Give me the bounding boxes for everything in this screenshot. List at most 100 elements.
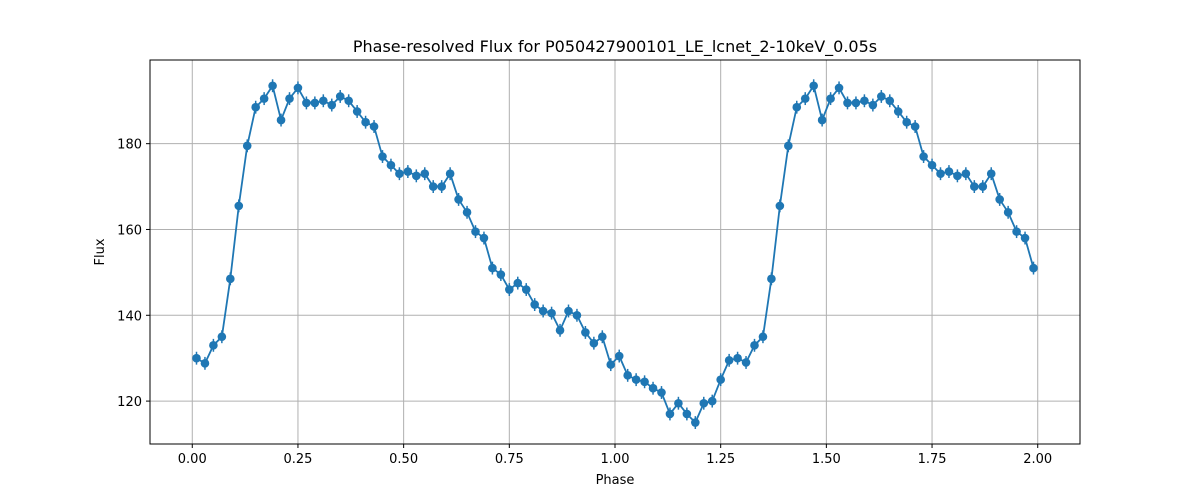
data-point [606, 360, 616, 369]
data-point [454, 195, 463, 204]
data-point [724, 356, 734, 365]
data-point [860, 96, 869, 106]
data-point [352, 107, 362, 116]
data-point [276, 115, 286, 125]
x-tick-label: 1.75 [918, 452, 947, 467]
data-point [285, 94, 294, 103]
data-point [378, 152, 387, 161]
data-point [209, 341, 218, 350]
data-point [741, 358, 751, 367]
data-point [733, 353, 742, 363]
data-point [505, 285, 514, 294]
data-point [902, 117, 911, 127]
data-point [877, 92, 886, 101]
data-point [986, 169, 996, 178]
data-point [623, 371, 632, 380]
data-point [970, 182, 979, 191]
x-tick-label: 1.50 [812, 452, 841, 467]
data-point [319, 96, 328, 106]
data-point [445, 169, 455, 178]
data-point [412, 171, 421, 181]
data-point [268, 81, 277, 91]
data-point [665, 409, 675, 419]
data-point [1012, 227, 1021, 236]
data-point [944, 167, 954, 176]
data-point [251, 102, 260, 112]
data-point [437, 182, 446, 191]
data-point [344, 96, 353, 106]
x-axis-label: Phase [596, 473, 635, 488]
data-point [843, 98, 852, 108]
data-point [538, 306, 548, 316]
data-point [479, 233, 489, 243]
y-tick-label: 120 [117, 395, 142, 410]
data-point [259, 94, 269, 103]
data-point [767, 274, 776, 284]
data-point [927, 160, 937, 170]
data-point [851, 98, 861, 108]
x-tick-label: 0.75 [495, 452, 524, 467]
data-point [648, 383, 658, 393]
data-point [631, 375, 641, 384]
data-point [910, 122, 920, 131]
data-point [919, 152, 928, 161]
x-tick-label: 1.25 [706, 452, 735, 467]
data-point [361, 117, 370, 127]
data-point [961, 169, 971, 178]
data-point [716, 375, 725, 384]
data-point [302, 98, 311, 108]
data-point [817, 115, 827, 125]
ticks: 0.00 0.25 0.50 0.75 1.00 1.25 1.50 1.75 2.00 120 1… [117, 138, 1052, 467]
data-point [403, 167, 413, 176]
data-point [1029, 263, 1038, 273]
data-point [217, 332, 227, 342]
y-tick-label: 160 [117, 223, 142, 238]
data-point [386, 160, 396, 170]
data-point [310, 98, 320, 108]
data-point [792, 102, 802, 112]
data-point [784, 141, 793, 151]
data-point [885, 96, 895, 106]
y-tick-label: 180 [117, 138, 142, 153]
data-point [428, 182, 438, 191]
data-series [192, 79, 1038, 429]
data-point [589, 338, 599, 348]
x-tick-label: 0.25 [283, 452, 312, 467]
data-point [488, 263, 497, 273]
data-point [936, 169, 945, 178]
data-point [293, 83, 303, 93]
data-point [809, 81, 818, 91]
data-point [598, 332, 607, 342]
data-point [750, 341, 759, 350]
data-point [327, 100, 337, 110]
data-point [893, 107, 903, 116]
data-point [682, 409, 692, 419]
data-point [826, 94, 835, 103]
data-point [496, 270, 506, 279]
grid [150, 60, 1080, 444]
data-point [335, 92, 345, 101]
y-tick-label: 140 [117, 309, 142, 324]
data-point [614, 351, 624, 361]
x-tick-label: 1.00 [601, 452, 630, 467]
data-point [234, 201, 244, 211]
data-point [564, 306, 573, 316]
data-point [530, 300, 539, 309]
data-point [953, 171, 962, 181]
chart-title: Phase-resolved Flux for P050427900101_LE… [353, 37, 877, 57]
data-point [572, 310, 582, 320]
data-point [242, 141, 252, 151]
data-point [1020, 233, 1030, 243]
data-point [555, 326, 565, 335]
data-point [657, 388, 666, 397]
data-point [691, 418, 700, 427]
data-point [978, 182, 988, 191]
data-point [758, 332, 768, 342]
x-tick-label: 0.50 [389, 452, 418, 467]
data-point [369, 122, 379, 131]
data-point [513, 278, 523, 288]
data-point [995, 195, 1004, 204]
data-point [395, 169, 404, 178]
data-point [640, 377, 649, 387]
